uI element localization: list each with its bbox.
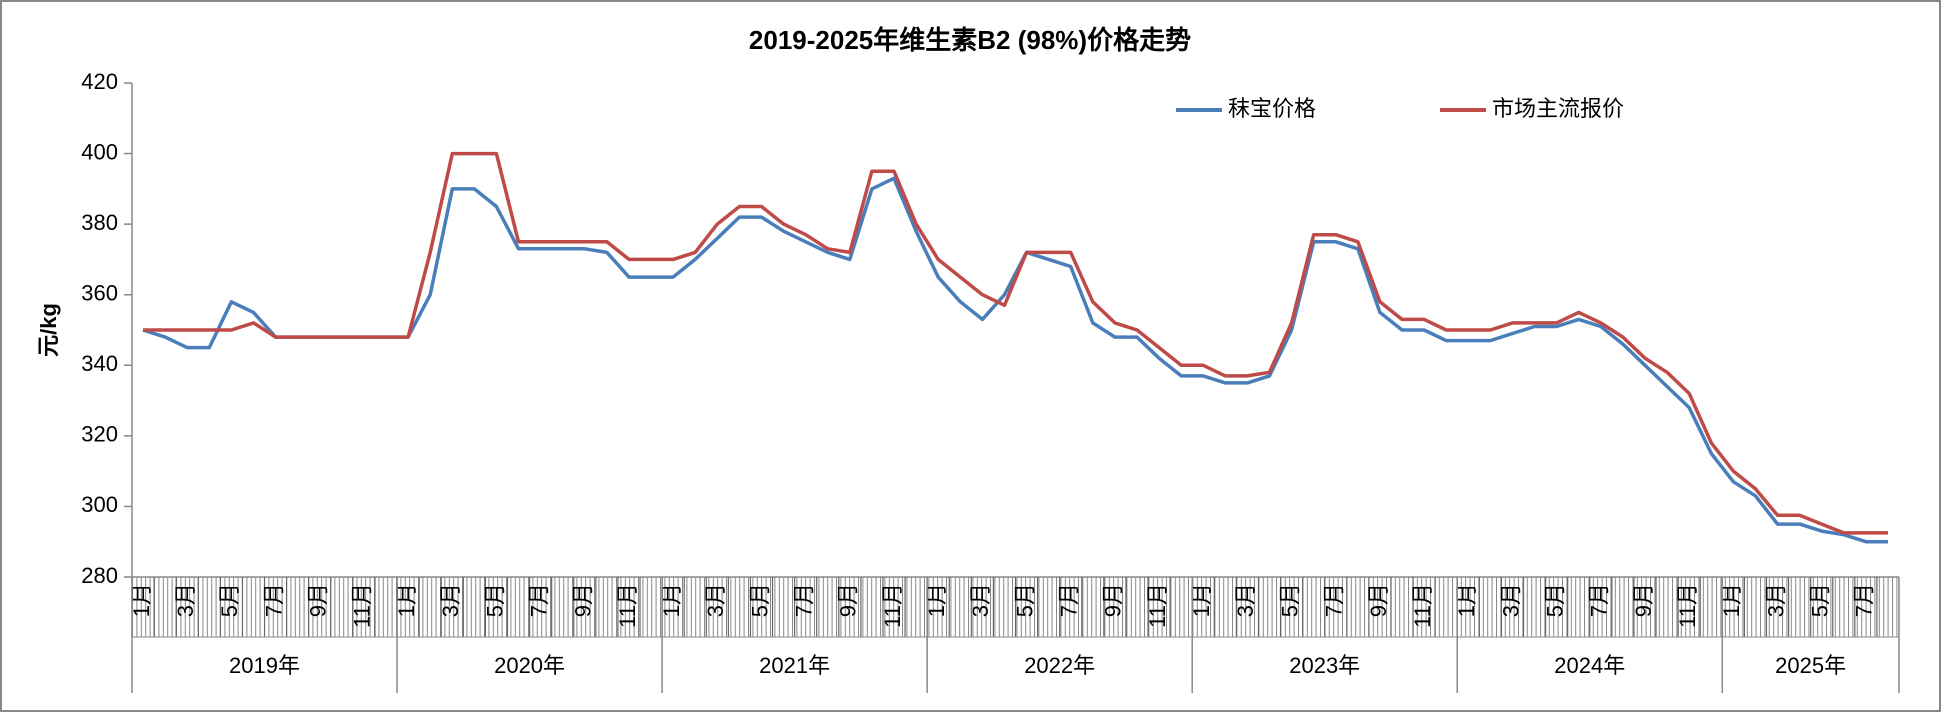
x-tick-label: 3月 (968, 583, 993, 617)
x-tick-label: 1月 (1454, 583, 1479, 617)
year-label: 2024年 (1554, 653, 1625, 678)
y-tick-label: 360 (81, 281, 118, 306)
x-tick-label: 3月 (1233, 583, 1258, 617)
x-tick-label: 11月 (615, 583, 640, 628)
x-tick-label: 5月 (482, 583, 507, 617)
x-tick-label: 5月 (1542, 583, 1567, 617)
y-tick-label: 340 (81, 351, 118, 376)
x-tick-label: 7月 (1057, 583, 1082, 617)
x-tick-label: 5月 (1808, 583, 1833, 617)
series-line (142, 176, 1888, 544)
series-line (143, 151, 1888, 535)
x-tick-label: 11月 (350, 583, 375, 628)
x-tick-label: 5月 (1012, 583, 1037, 617)
x-tick-label: 9月 (836, 583, 861, 617)
x-tick-label: 7月 (1852, 583, 1877, 617)
x-tick-label: 7月 (1322, 583, 1347, 617)
x-tick-label: 1月 (1189, 583, 1214, 617)
year-label: 2019年 (229, 653, 300, 678)
x-tick-label: 3月 (703, 583, 728, 617)
x-tick-label: 1月 (129, 583, 154, 617)
x-tick-label: 9月 (306, 583, 331, 617)
year-label: 2025年 (1775, 653, 1846, 678)
x-tick-label: 1月 (1719, 583, 1744, 617)
x-tick-label: 11月 (1410, 583, 1435, 628)
y-axis-label: 元/kg (36, 303, 61, 357)
x-tick-label: 7月 (791, 583, 816, 617)
x-tick-label: 1月 (659, 583, 684, 617)
y-tick-label: 320 (81, 422, 118, 447)
x-tick-label: 9月 (571, 583, 596, 617)
x-tick-label: 5月 (217, 583, 242, 617)
y-tick-label: 300 (81, 492, 118, 517)
x-tick-label: 3月 (1763, 583, 1788, 617)
x-tick-label: 5月 (747, 583, 772, 617)
chart-title: 2019-2025年维生素B2 (98%)价格走势 (749, 25, 1191, 55)
legend-label: 市场主流报价 (1492, 96, 1624, 121)
x-tick-label: 9月 (1366, 583, 1391, 617)
x-tick-label: 11月 (1145, 583, 1170, 628)
x-tick-label: 11月 (1675, 583, 1700, 628)
x-tick-label: 3月 (173, 583, 198, 617)
x-tick-label: 1月 (924, 583, 949, 617)
y-tick-label: 420 (81, 69, 118, 94)
y-tick-label: 280 (81, 563, 118, 588)
x-tick-label: 1月 (394, 583, 419, 617)
year-label: 2020年 (494, 653, 565, 678)
year-label: 2022年 (1024, 653, 1095, 678)
y-tick-label: 400 (81, 139, 118, 164)
x-tick-label: 9月 (1631, 583, 1656, 617)
x-tick-label: 3月 (438, 583, 463, 617)
year-label: 2023年 (1289, 653, 1360, 678)
x-tick-label: 11月 (880, 583, 905, 628)
x-tick-label: 9月 (1101, 583, 1126, 617)
x-tick-label: 7月 (261, 583, 286, 617)
x-tick-label: 3月 (1498, 583, 1523, 617)
x-tick-label: 7月 (526, 583, 551, 617)
year-label: 2021年 (759, 653, 830, 678)
x-tick-label: 7月 (1587, 583, 1612, 617)
legend-label: 秣宝价格 (1228, 96, 1316, 121)
x-tick-label: 5月 (1277, 583, 1302, 617)
y-tick-label: 380 (81, 210, 118, 235)
